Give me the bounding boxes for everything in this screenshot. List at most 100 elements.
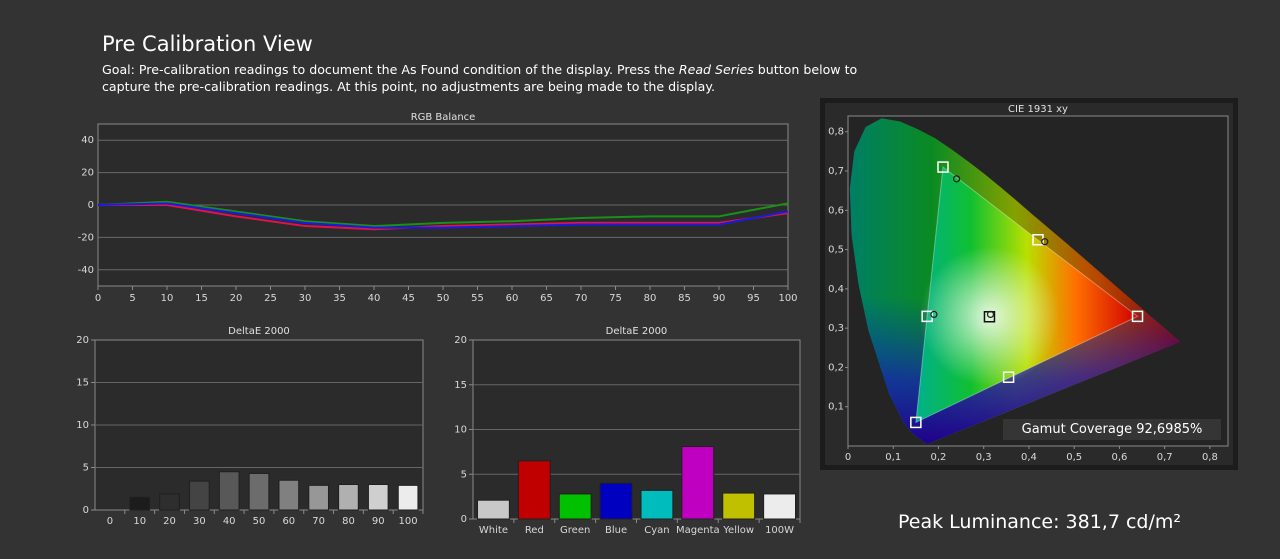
bar-green bbox=[558, 493, 592, 520]
x-tick-label: 10 bbox=[161, 293, 174, 304]
x-tick-label: 40 bbox=[223, 516, 236, 527]
x-tick-label: Yellow bbox=[722, 525, 754, 535]
bar-90 bbox=[367, 484, 389, 511]
y-tick-label: 0,4 bbox=[828, 284, 844, 295]
y-tick-label: 0 bbox=[88, 200, 94, 211]
goal-description: Goal: Pre-calibration readings to docume… bbox=[102, 61, 862, 95]
x-tick-label: 60 bbox=[282, 516, 295, 527]
x-tick-label: 0,5 bbox=[1066, 452, 1082, 463]
goal-text-end: button below to capture the pre-calibrat… bbox=[102, 62, 858, 94]
measured-yellow bbox=[1041, 238, 1049, 246]
target-magenta bbox=[1002, 371, 1015, 383]
bar-100 bbox=[397, 484, 419, 511]
bar-20 bbox=[159, 493, 180, 511]
bar-magenta bbox=[681, 446, 715, 520]
y-tick-label: 20 bbox=[454, 335, 467, 346]
bar-50 bbox=[248, 472, 270, 511]
series-line bbox=[98, 204, 789, 231]
x-tick-label: 60 bbox=[506, 293, 519, 304]
x-tick-label: 95 bbox=[747, 293, 760, 304]
y-tick-label: 0,8 bbox=[828, 127, 844, 138]
gamut-coverage-label: Gamut Coverage 92,6985% bbox=[1003, 419, 1221, 440]
target-red bbox=[1131, 310, 1144, 323]
measured-white bbox=[986, 310, 995, 318]
x-tick-label: 80 bbox=[342, 516, 355, 527]
x-tick-label: 65 bbox=[540, 293, 553, 304]
bar-blue bbox=[599, 482, 633, 520]
x-tick-label: 55 bbox=[471, 293, 484, 304]
x-tick-label: 20 bbox=[230, 293, 243, 304]
x-tick-label: Red bbox=[525, 525, 544, 535]
x-tick-label: 100 bbox=[778, 293, 797, 304]
x-tick-label: 30 bbox=[299, 293, 312, 304]
bar-10 bbox=[129, 496, 151, 511]
x-tick-label: Cyan bbox=[644, 525, 669, 535]
chart-title: DeltaE 2000 bbox=[606, 326, 668, 337]
y-tick-label: 10 bbox=[454, 425, 467, 436]
measured-green bbox=[952, 175, 961, 183]
x-tick-label: 0 bbox=[845, 452, 851, 463]
target-blue bbox=[910, 416, 922, 429]
x-tick-label: 0,7 bbox=[1157, 452, 1173, 463]
grayscale-deltae-chart: DeltaE 2000 0 5 10 15 20 0 10 20 30 40 50 60 70 80 90 10… bbox=[76, 326, 424, 527]
peak-luminance-label: Peak Luminance: 381,7 cd/m² bbox=[898, 511, 1182, 533]
series-line bbox=[97, 200, 789, 228]
color-deltae-chart: DeltaE 2000 0 5 10 15 20 White Red Green Blue Cyan… bbox=[454, 326, 801, 535]
x-tick-label: 35 bbox=[333, 293, 346, 304]
x-tick-label: 100W bbox=[765, 525, 794, 535]
x-tick-label: 45 bbox=[402, 293, 415, 304]
x-tick-label: 0,2 bbox=[931, 452, 947, 463]
x-tick-label: White bbox=[479, 525, 508, 535]
x-tick-label: 100 bbox=[399, 516, 418, 527]
series-line bbox=[97, 202, 789, 229]
bar-70 bbox=[308, 484, 329, 511]
x-tick-label: 0,6 bbox=[1111, 452, 1127, 463]
read-series-reference: Read Series bbox=[678, 62, 754, 77]
y-tick-label: 10 bbox=[76, 420, 89, 431]
y-tick-label: 0,6 bbox=[828, 205, 844, 216]
y-tick-label: 0,5 bbox=[828, 245, 844, 256]
chart-title: CIE 1931 xy bbox=[1008, 104, 1068, 115]
x-tick-label: 40 bbox=[368, 293, 381, 304]
page-title: Pre Calibration View bbox=[102, 32, 313, 56]
measured-cyan bbox=[930, 310, 938, 318]
x-tick-label: 90 bbox=[372, 516, 385, 527]
rgb-balance-chart: RGB Balance -40 -20 0 20 40 0 5 10 15 20 25 30 35 40 45… bbox=[78, 112, 798, 304]
x-tick-label: 30 bbox=[193, 516, 206, 527]
y-tick-label: -40 bbox=[78, 265, 94, 276]
x-tick-label: Blue bbox=[605, 525, 627, 535]
x-tick-label: 0,8 bbox=[1202, 452, 1218, 463]
y-tick-label: 40 bbox=[81, 135, 94, 146]
cie-1931-chart: CIE 1931 xy 0,1 0,2 0,3 0,4 0,5 0,6 0,7 0,8 0 0,1 0… bbox=[820, 98, 1238, 470]
x-tick-label: 0,1 bbox=[885, 452, 901, 463]
x-tick-label: 5 bbox=[129, 293, 135, 304]
x-tick-label: 0,3 bbox=[976, 452, 992, 463]
x-tick-label: 20 bbox=[163, 516, 176, 527]
x-tick-label: 0 bbox=[107, 516, 113, 527]
x-tick-label: 90 bbox=[713, 293, 726, 304]
y-tick-label: 20 bbox=[81, 168, 94, 179]
x-tick-label: 85 bbox=[678, 293, 691, 304]
y-tick-label: 0,1 bbox=[828, 402, 844, 413]
x-tick-label: 15 bbox=[195, 293, 208, 304]
bar-yellow bbox=[722, 492, 756, 520]
chart-title: RGB Balance bbox=[411, 112, 476, 123]
bar-cyan bbox=[640, 489, 674, 520]
y-tick-label: 0 bbox=[461, 514, 467, 525]
x-tick-label: Green bbox=[560, 525, 590, 535]
y-tick-label: 0,3 bbox=[828, 323, 844, 334]
y-tick-label: 15 bbox=[454, 380, 467, 391]
x-tick-label: 50 bbox=[437, 293, 450, 304]
chart-title: DeltaE 2000 bbox=[228, 326, 290, 337]
y-tick-label: 5 bbox=[83, 463, 89, 474]
bar-80 bbox=[338, 484, 359, 511]
x-tick-label: 70 bbox=[312, 516, 325, 527]
goal-text-start: Goal: Pre-calibration readings to docume… bbox=[102, 62, 679, 77]
y-tick-label: -20 bbox=[78, 232, 94, 243]
x-tick-label: 70 bbox=[575, 293, 588, 304]
y-tick-label: 5 bbox=[461, 469, 467, 480]
y-tick-label: 0 bbox=[83, 505, 89, 516]
bar-red bbox=[517, 460, 551, 520]
x-tick-label: 0 bbox=[95, 293, 101, 304]
bar-100w bbox=[763, 493, 797, 520]
